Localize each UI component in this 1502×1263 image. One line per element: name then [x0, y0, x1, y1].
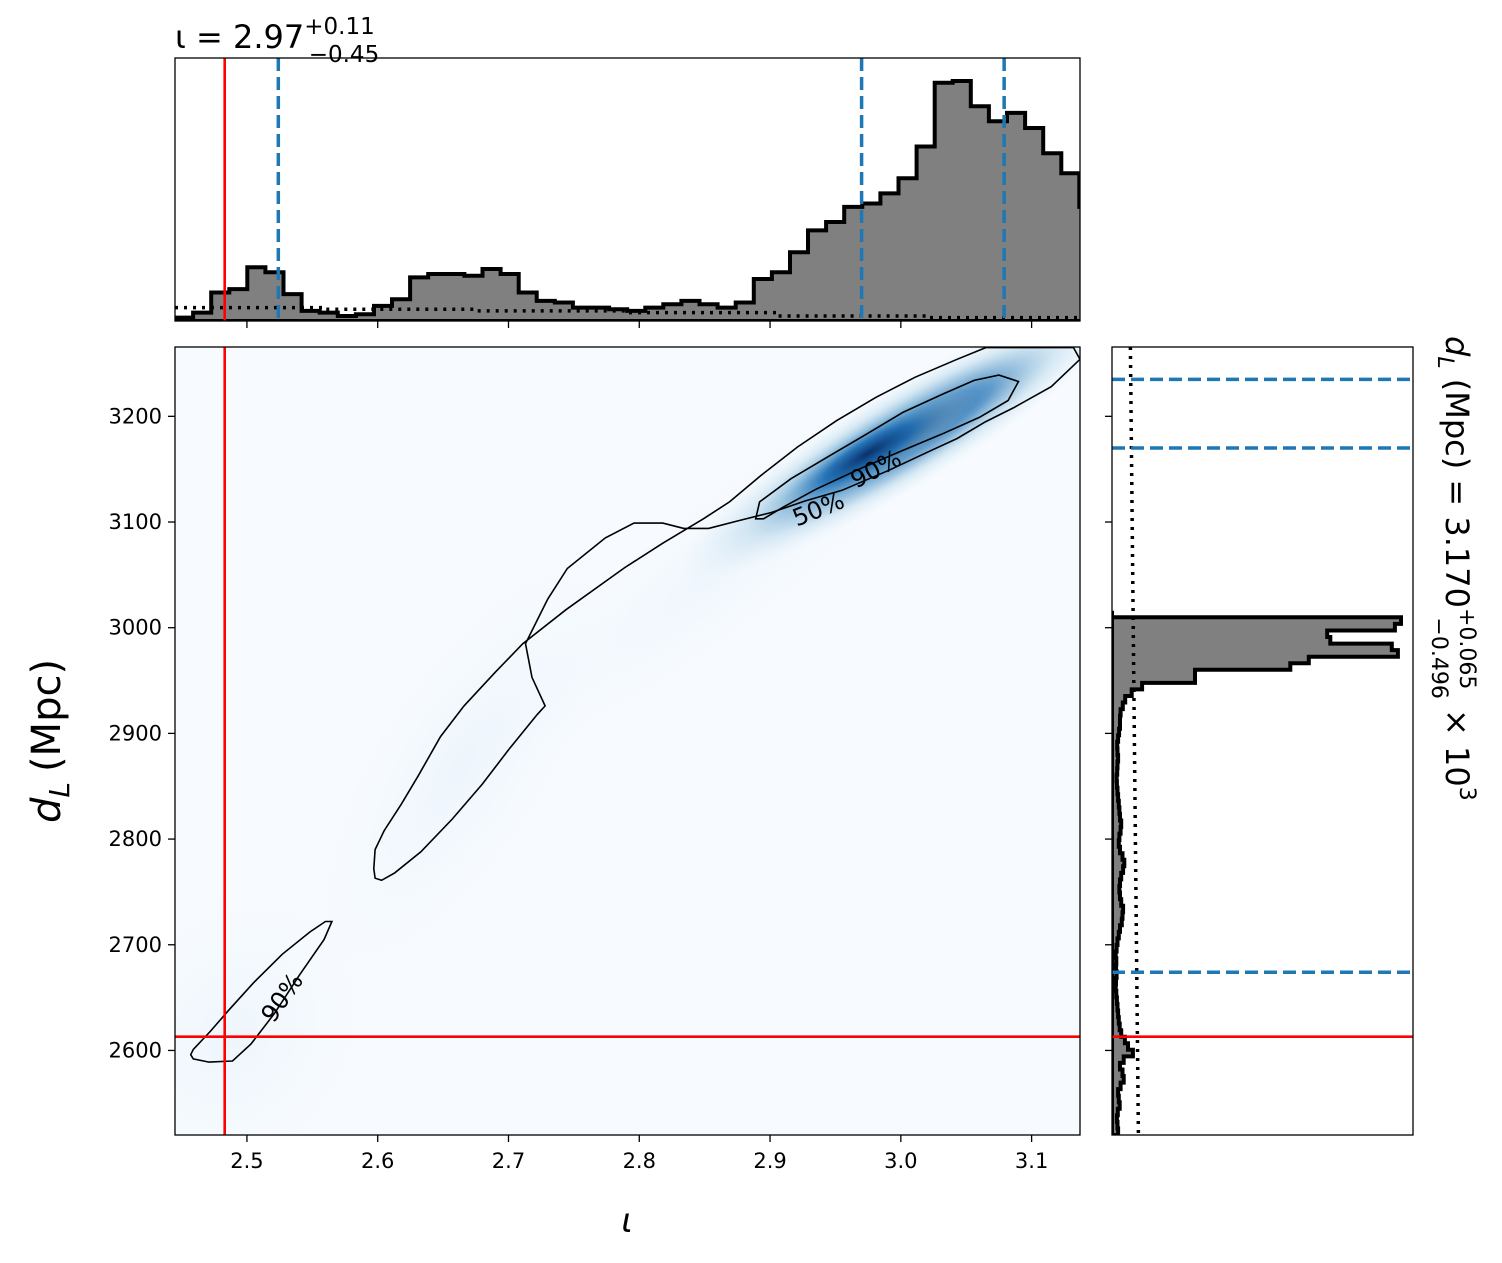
- iota-histogram-step: [175, 79, 1080, 321]
- contour-c50: [754, 374, 1020, 520]
- contour-c90-a: [189, 920, 334, 1063]
- x-tick-label-4: 2.9: [753, 1149, 786, 1173]
- y-axis-ticks: 2600 2700 2800 2900 3000 3100 3200: [109, 404, 175, 1062]
- right-panel-background: [1112, 347, 1413, 1135]
- y-axis-label: dL(Mpc): [24, 659, 76, 823]
- dL-histogram-step: [1112, 610, 1403, 1135]
- x-axis-label: ι: [621, 1201, 633, 1241]
- credible-contours: [189, 347, 1080, 1063]
- injection-lines: [175, 347, 1080, 1135]
- dL-histogram-bars: [1112, 610, 1403, 1135]
- x-axis-ticks: 2.5 2.6 2.7 2.8 2.9 3.0 3.1: [230, 1135, 1048, 1173]
- top-panel-frame: [174, 57, 1081, 322]
- top-panel-ticks: [246, 321, 1033, 328]
- iota-reference-lines: [223, 58, 1006, 321]
- dL-side-label: dL (Mpc) = 3.170+0.065−0.496 × 103: [1426, 336, 1479, 801]
- y-tick-label-4: 3000: [109, 616, 162, 640]
- iota-marginal-histogram: ι = 2.97+0.11 −0.45: [174, 14, 1081, 328]
- x-tick-label-2: 2.7: [492, 1149, 525, 1173]
- x-tick-label-1: 2.6: [361, 1149, 394, 1173]
- joint-density-panel: 90%50%90% 2.5 2.6 2.7 2.8 2.9 3.0 3.1 26002700…: [24, 346, 1081, 1241]
- x-tick-label-3: 2.8: [623, 1149, 656, 1173]
- y-tick-label-2: 2800: [109, 827, 162, 851]
- y-tick-label-1: 2700: [109, 933, 162, 957]
- iota-histogram-bars: [175, 79, 1080, 321]
- right-panel-ticks: [1105, 415, 1112, 1052]
- dL-reference-lines: [1112, 377, 1413, 1039]
- y-tick-label-5: 3100: [109, 510, 162, 534]
- dL-marginal-histogram: dL (Mpc) = 3.170+0.065−0.496 × 103: [1105, 336, 1479, 1136]
- x-tick-label-5: 3.0: [884, 1149, 917, 1173]
- contour-c90-b: [372, 347, 1080, 882]
- y-tick-label-0: 2600: [109, 1038, 162, 1062]
- x-tick-label-6: 3.1: [1015, 1149, 1048, 1173]
- right-panel-frame: [1111, 346, 1414, 1136]
- main-panel-frame: [174, 346, 1081, 1136]
- density-heatmap: [175, 347, 1080, 1135]
- y-tick-label-6: 3200: [109, 404, 162, 428]
- density-blob-4: [743, 374, 993, 533]
- y-tick-label-3: 2900: [109, 721, 162, 745]
- x-tick-label-0: 2.5: [230, 1149, 263, 1173]
- iota-title: ι = 2.97+0.11 −0.45: [175, 14, 379, 68]
